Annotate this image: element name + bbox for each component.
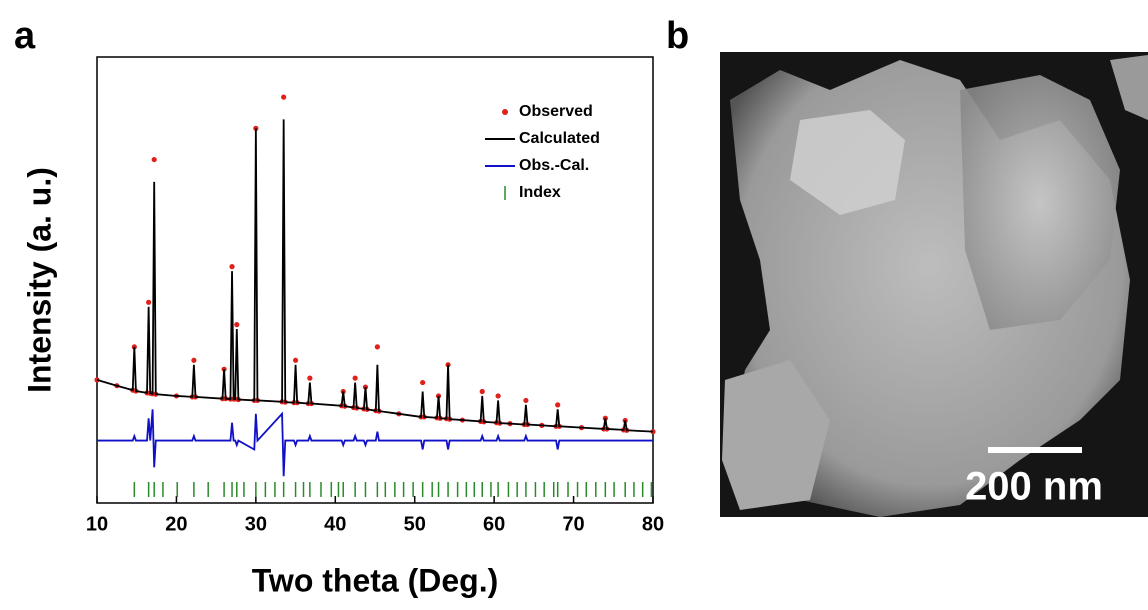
legend-label: Obs.-Cal.: [519, 157, 589, 174]
observed-point: [479, 388, 485, 395]
observed-point: [151, 156, 157, 163]
legend-label: Index: [519, 184, 561, 201]
observed-point: [523, 397, 529, 404]
x-tick-label: 40: [324, 513, 346, 535]
observed-point: [191, 357, 197, 363]
sem-grain: [960, 75, 1120, 330]
observed-point: [495, 393, 501, 399]
observed-point: [146, 299, 152, 305]
x-axis-label: Two theta (Deg.): [252, 562, 499, 598]
observed-point: [234, 322, 240, 328]
observed-point: [292, 357, 299, 363]
x-tick-label: 70: [562, 513, 584, 535]
observed-point: [281, 94, 287, 100]
plot-frame: [96, 56, 654, 504]
legend-label: Observed: [519, 103, 593, 120]
series-line: [97, 409, 653, 477]
x-tick-label: 80: [642, 513, 664, 535]
x-tick-label: 60: [483, 513, 505, 535]
observed-point: [307, 375, 313, 381]
observed-point: [374, 344, 380, 350]
sem-grain: [1110, 55, 1148, 120]
legend-label: Calculated: [519, 130, 600, 147]
observed-point: [420, 379, 426, 386]
scale-bar-label: 200 nm: [965, 465, 1103, 509]
observed-point: [555, 402, 561, 408]
panel-label: a: [14, 15, 36, 57]
sem-grain: [790, 110, 905, 215]
sem-grain: [722, 360, 830, 510]
series-line: [96, 119, 654, 433]
observed-point: [229, 264, 235, 270]
panel-label: b: [666, 15, 689, 57]
sem-image: 200 nm: [720, 52, 1148, 517]
legend-swatch: [502, 109, 508, 115]
x-tick-label: 10: [86, 513, 108, 535]
x-tick-label: 20: [165, 513, 187, 535]
y-axis-label: Intensity (a. u.): [21, 167, 57, 393]
x-tick-label: 50: [404, 513, 426, 535]
x-tick-label: 30: [245, 513, 267, 535]
observed-point: [352, 375, 358, 381]
